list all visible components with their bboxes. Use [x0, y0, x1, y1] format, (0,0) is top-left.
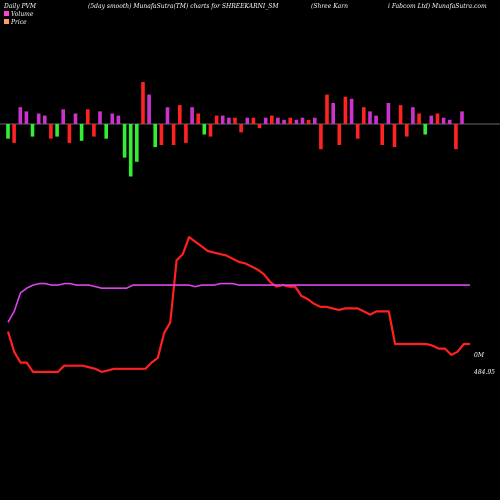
volume-bar	[460, 111, 464, 124]
volume-bar	[441, 117, 446, 124]
volume-bar	[227, 117, 231, 124]
volume-bar	[36, 113, 41, 124]
volume-bar	[55, 124, 59, 137]
volume-bar	[454, 124, 458, 150]
legend-volume-swatch	[4, 11, 9, 16]
volume-bar	[355, 124, 360, 139]
legend-price-swatch	[4, 19, 9, 24]
volume-bar	[276, 117, 280, 124]
volume-bar	[300, 117, 305, 124]
volume-bar	[220, 115, 225, 124]
volume-bar	[43, 115, 47, 124]
volume-bar	[337, 124, 342, 145]
volume-bar	[12, 124, 16, 143]
volume-bar	[122, 124, 127, 158]
volume-bar	[239, 124, 243, 133]
volume-bar	[61, 109, 65, 124]
volume-bar	[257, 124, 262, 129]
volume-bar	[159, 124, 164, 145]
volume-bar	[202, 124, 207, 135]
volume-bar	[6, 124, 10, 139]
volume-bar	[110, 113, 115, 124]
volume-bar	[165, 107, 170, 124]
volume-bar	[233, 117, 237, 124]
volume-bar	[92, 124, 96, 137]
volume-bar	[190, 107, 194, 124]
volume-bar	[294, 119, 299, 124]
volume-bar	[171, 124, 176, 145]
volume-bar	[79, 124, 84, 141]
volume-bar	[128, 124, 133, 177]
volume-bar	[447, 119, 452, 124]
volume-bar	[18, 107, 23, 124]
volume-bar	[392, 124, 397, 148]
volume-bar	[313, 117, 317, 124]
volume-bars	[6, 82, 464, 177]
volume-bar	[141, 82, 145, 124]
volume-bar	[214, 115, 219, 124]
volume-bar	[245, 117, 250, 124]
volume-bar	[282, 119, 286, 124]
volume-bar	[98, 111, 102, 124]
volume-bar	[362, 107, 366, 124]
volume-bar	[135, 124, 139, 162]
volume-bar	[67, 124, 72, 143]
volume-bar	[398, 105, 403, 124]
volume-bar	[411, 107, 415, 124]
volume-bar	[288, 117, 292, 124]
volume-bar	[208, 124, 213, 137]
volume-bar	[325, 94, 329, 124]
volume-bar	[86, 109, 90, 124]
volume-bar	[368, 111, 372, 124]
volume-bar	[73, 113, 78, 124]
price-value-label: 484.95	[473, 369, 495, 376]
volume-bar	[380, 124, 384, 145]
volume-bar	[331, 103, 335, 124]
volume-bar	[349, 98, 354, 124]
volume-bar	[386, 103, 391, 124]
volume-bar	[263, 117, 268, 124]
volume-bar	[153, 124, 157, 148]
volume-bar	[429, 115, 434, 124]
header-right2: i Fabcom Ltd) MunafaSutra.com	[388, 3, 487, 10]
volume-bar	[270, 115, 274, 124]
volume-bar	[178, 105, 182, 124]
volume-bar	[405, 124, 409, 137]
volume-bar	[196, 113, 200, 124]
volume-bar	[116, 115, 121, 124]
volume-bar	[319, 124, 323, 150]
volume-bar	[417, 113, 421, 124]
volume-bar	[343, 96, 348, 124]
volume-bar	[30, 124, 35, 137]
volume-bar	[306, 119, 311, 124]
volume-bar	[423, 124, 427, 135]
volume-bar	[435, 113, 440, 124]
volume-bar	[251, 117, 256, 124]
volume-bar	[147, 94, 151, 124]
volume-bar	[374, 115, 378, 124]
header-left: Daily PVM	[3, 3, 37, 10]
volume-bar	[24, 111, 29, 124]
legend-volume-label: Volume	[11, 11, 34, 18]
header-middle: (5day smooth) MunafaSutra(TM) charts for…	[88, 3, 279, 10]
volume-value-label: 0M	[474, 352, 485, 359]
price-volume-lines	[6, 236, 470, 373]
legend-price-label: Price	[10, 19, 27, 26]
volume-line	[7, 282, 470, 323]
volume-bar	[49, 124, 53, 139]
volume-bar	[184, 124, 188, 143]
price-line	[6, 236, 470, 373]
volume-bar	[104, 124, 108, 139]
header-right1: (Shree Karn	[311, 3, 348, 10]
